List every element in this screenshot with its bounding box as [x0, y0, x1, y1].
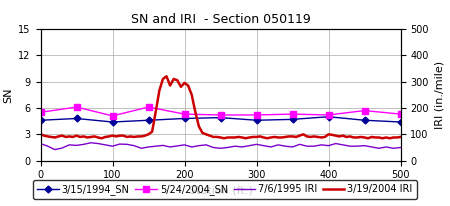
- 5/24/2004_SN: [182, 113, 187, 115]
- 5/24/2004_SN: [146, 106, 151, 108]
- 7/6/1995 IRI: [167, 146, 173, 148]
- 3/15/1994_SN: [290, 118, 295, 121]
- Line: 7/6/1995 IRI: 7/6/1995 IRI: [40, 143, 400, 150]
- 3/19/2004 IRI: [315, 136, 320, 138]
- 7/6/1995 IRI: [391, 147, 396, 150]
- 7/6/1995 IRI: [88, 142, 94, 144]
- 7/6/1995 IRI: [398, 146, 403, 149]
- Legend: 3/15/1994_SN, 5/24/2004_SN, 7/6/1995 IRI, 3/19/2004 IRI: 3/15/1994_SN, 5/24/2004_SN, 7/6/1995 IRI…: [33, 180, 417, 199]
- Y-axis label: IRI (in./mile): IRI (in./mile): [434, 61, 444, 129]
- 3/15/1994_SN: [182, 117, 187, 120]
- Line: 3/15/1994_SN: 3/15/1994_SN: [38, 114, 403, 124]
- 3/15/1994_SN: [110, 121, 115, 123]
- Line: 3/19/2004 IRI: 3/19/2004 IRI: [40, 76, 400, 138]
- 5/24/2004_SN: [218, 114, 223, 116]
- 5/24/2004_SN: [74, 106, 79, 108]
- 7/6/1995 IRI: [160, 144, 166, 147]
- 3/15/1994_SN: [326, 116, 331, 118]
- 7/6/1995 IRI: [38, 142, 43, 145]
- 3/19/2004 IRI: [297, 134, 302, 137]
- 3/15/1994_SN: [38, 119, 43, 122]
- 7/6/1995 IRI: [52, 148, 58, 151]
- 3/19/2004 IRI: [38, 133, 43, 136]
- 3/15/1994_SN: [362, 119, 367, 122]
- 3/15/1994_SN: [254, 119, 259, 122]
- 5/24/2004_SN: [362, 109, 367, 112]
- 3/19/2004 IRI: [63, 136, 68, 138]
- 3/15/1994_SN: [398, 121, 403, 123]
- Title: SN and IRI  - Section 050119: SN and IRI - Section 050119: [130, 13, 310, 26]
- 3/19/2004 IRI: [261, 136, 266, 139]
- 3/19/2004 IRI: [211, 136, 216, 138]
- 7/6/1995 IRI: [311, 145, 317, 147]
- 7/6/1995 IRI: [290, 146, 295, 148]
- 5/24/2004_SN: [326, 114, 331, 116]
- 3/15/1994_SN: [74, 117, 79, 120]
- 5/24/2004_SN: [254, 114, 259, 116]
- 5/24/2004_SN: [110, 115, 115, 117]
- 5/24/2004_SN: [290, 113, 295, 115]
- 3/15/1994_SN: [146, 119, 151, 122]
- 3/15/1994_SN: [218, 116, 223, 119]
- Line: 5/24/2004_SN: 5/24/2004_SN: [37, 104, 404, 119]
- X-axis label: Station (ft.): Station (ft.): [189, 186, 252, 196]
- Y-axis label: SN: SN: [3, 87, 13, 103]
- 3/19/2004 IRI: [131, 136, 137, 138]
- 7/6/1995 IRI: [131, 144, 137, 147]
- 5/24/2004_SN: [38, 111, 43, 114]
- 5/24/2004_SN: [398, 113, 403, 115]
- 3/19/2004 IRI: [398, 136, 403, 138]
- 3/19/2004 IRI: [99, 137, 104, 139]
- 3/19/2004 IRI: [164, 75, 169, 77]
